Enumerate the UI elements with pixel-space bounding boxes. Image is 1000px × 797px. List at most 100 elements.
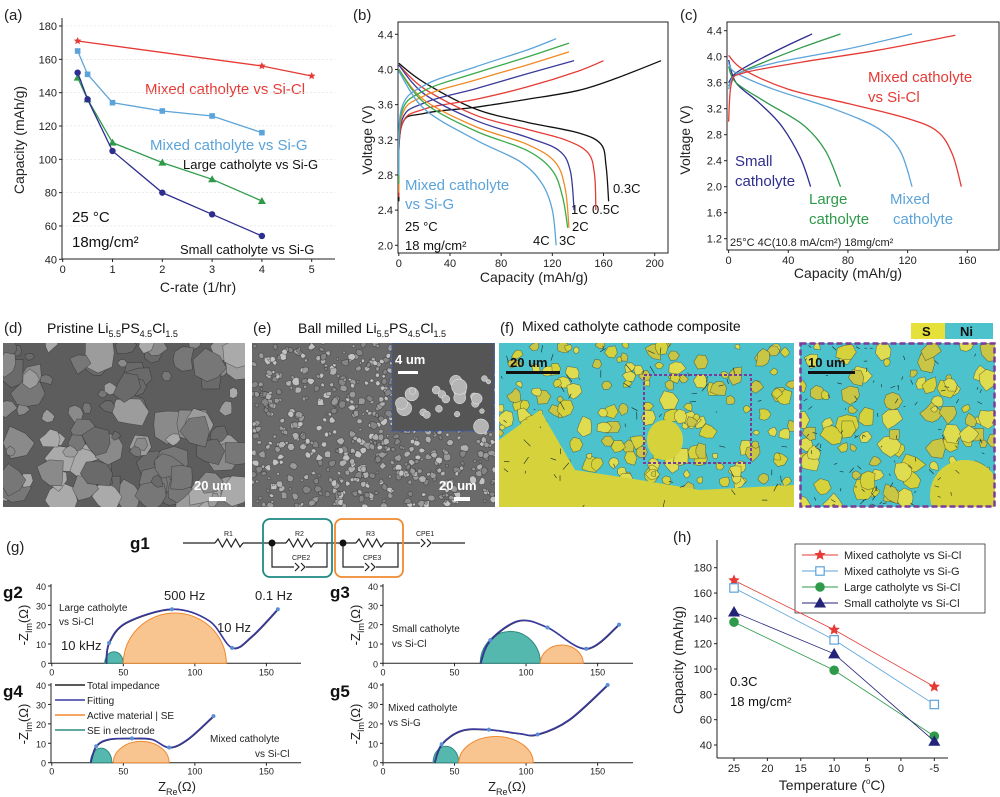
y-tick-label: 20	[36, 621, 46, 631]
particle	[315, 425, 323, 432]
particle	[312, 477, 319, 485]
particle	[347, 404, 357, 411]
particle	[294, 386, 303, 394]
crack	[814, 496, 817, 501]
particle	[335, 448, 340, 453]
particle	[482, 487, 488, 493]
crack	[875, 488, 878, 492]
equivalent-circuit: g1 R1 R2 R3 CPE1 CPE2 CPE3	[130, 518, 465, 578]
particle	[286, 474, 295, 483]
particle	[270, 355, 276, 363]
sulfur-region	[803, 353, 818, 369]
annotation: vs Si-Cl	[392, 639, 426, 650]
crack	[934, 360, 939, 365]
particle	[269, 500, 275, 504]
zoom-region-box	[643, 374, 752, 464]
particle	[368, 472, 377, 479]
sulfur-region	[499, 404, 505, 413]
particle	[38, 428, 61, 448]
particle	[454, 470, 459, 477]
crack	[854, 435, 857, 437]
particle	[325, 391, 332, 397]
particle	[258, 352, 265, 360]
particle	[482, 498, 487, 503]
particle	[406, 479, 412, 485]
crack	[875, 486, 878, 491]
crack	[862, 434, 866, 438]
y-axis-label: -ZIm(Ω)	[348, 605, 366, 646]
legend-label-ni: Ni	[960, 324, 973, 339]
chart-b-voltage-profiles: Voltage (V) Capacity (mAh/g) Mixed catho…	[359, 21, 669, 285]
particle	[322, 417, 328, 423]
y-axis-label: -ZIm(Ω)	[16, 704, 34, 745]
particle	[408, 387, 416, 395]
particle	[341, 502, 347, 507]
y-tick-label: 140	[694, 613, 712, 625]
particle	[357, 397, 366, 405]
frequency-marker	[488, 638, 493, 643]
particle	[266, 356, 271, 361]
particle	[356, 379, 360, 385]
particle	[445, 463, 450, 468]
charge-curve	[397, 60, 604, 197]
resistor-icon	[285, 537, 315, 549]
particle	[328, 382, 334, 387]
y-axis-label: -ZIm(Ω)	[348, 704, 366, 745]
particle	[420, 457, 424, 462]
crack	[910, 379, 914, 385]
star-marker	[307, 71, 316, 80]
particle	[394, 438, 401, 446]
particle	[288, 346, 294, 354]
particle	[22, 368, 40, 390]
sulfur-region	[499, 410, 794, 507]
y-tick-label: 120	[694, 639, 712, 651]
particle	[252, 390, 255, 397]
particle	[398, 469, 405, 477]
sulfur-region	[664, 380, 674, 391]
crack	[718, 384, 724, 387]
particle	[351, 490, 359, 497]
sulfur-region	[847, 405, 858, 414]
particle	[260, 471, 268, 477]
particle	[378, 415, 385, 422]
sulfur-region	[868, 455, 882, 467]
particle	[408, 459, 416, 467]
sulfur-region	[728, 465, 742, 478]
sulfur-region	[767, 426, 778, 438]
legend-label: Mixed catholyte vs Si-Cl	[844, 550, 961, 562]
y-tick-label: 140	[39, 88, 57, 100]
particle	[378, 401, 386, 408]
annotation: Mixed catholyte	[388, 703, 458, 714]
particle	[379, 461, 388, 470]
sulfur-region	[959, 343, 975, 352]
square-marker	[109, 99, 116, 106]
particle	[436, 467, 442, 474]
sulfur-region	[781, 476, 792, 487]
particle	[448, 478, 455, 485]
sulfur-region	[920, 343, 942, 361]
crack	[825, 375, 829, 377]
particle	[288, 462, 298, 470]
sulfur-region	[621, 343, 630, 349]
particle	[41, 408, 56, 423]
y-tick-label: 4.0	[707, 52, 722, 64]
particle	[382, 369, 388, 375]
sulfur-region	[776, 389, 793, 405]
frequency-marker	[211, 714, 216, 719]
particle	[300, 432, 305, 437]
sulfur-region	[883, 358, 891, 368]
x-tick-label: 100	[187, 767, 202, 777]
annotation: Mixed catholyte	[405, 177, 509, 194]
particle	[277, 354, 281, 359]
sulfur-region	[616, 356, 623, 363]
sulfur-region	[629, 435, 647, 451]
scale-bar-label: 20 um	[194, 478, 232, 493]
active-material-arc	[122, 612, 227, 664]
particle	[424, 452, 433, 460]
particle	[252, 361, 258, 367]
sulfur-region	[683, 403, 693, 412]
particle	[444, 488, 450, 494]
frequency-marker	[107, 641, 112, 646]
particle	[304, 358, 308, 363]
crack	[832, 504, 836, 506]
